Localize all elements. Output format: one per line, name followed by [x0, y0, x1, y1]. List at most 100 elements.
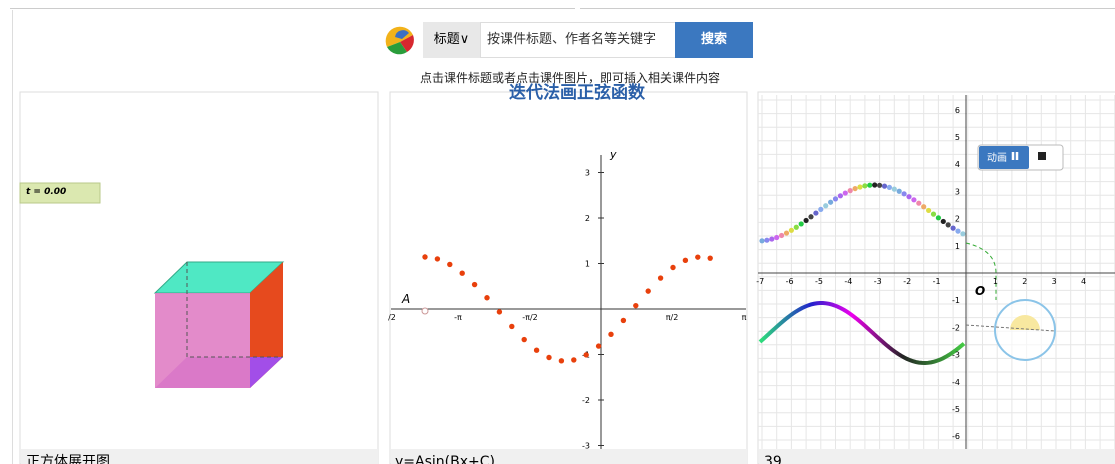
dot — [793, 224, 799, 230]
x-tick-label: 2 — [1022, 277, 1027, 286]
x-tick-label: -4 — [844, 277, 852, 286]
anim-label: 动画 — [987, 152, 1007, 164]
dot — [906, 194, 912, 200]
dot — [608, 331, 614, 338]
axes — [758, 95, 1115, 450]
stop-icon — [1038, 152, 1046, 160]
y-tick-label: 6 — [955, 106, 960, 115]
dot — [769, 236, 775, 242]
card-title[interactable]: 正方体展开图 — [26, 454, 110, 464]
search-button[interactable]: 搜索 — [675, 22, 753, 58]
dot — [620, 317, 627, 324]
card-title[interactable]: 39 — [764, 454, 782, 464]
dot — [872, 182, 878, 188]
anim-play[interactable] — [979, 146, 1029, 169]
dot — [828, 199, 834, 205]
dot — [832, 196, 839, 202]
dot — [950, 225, 956, 231]
dot — [509, 323, 515, 330]
card-footer — [391, 449, 747, 464]
dot — [916, 200, 922, 206]
dot — [779, 232, 785, 239]
thumb-heading: 迭代法画正弦函数 — [509, 82, 646, 103]
dot — [695, 254, 701, 260]
y-tick-label: -4 — [952, 378, 960, 387]
top-rule — [580, 8, 1115, 9]
pause-icon — [1011, 152, 1019, 160]
dot — [847, 188, 853, 194]
x-tick-label: -π/2 — [522, 313, 538, 322]
dot — [896, 188, 902, 194]
y-tick-label: 2 — [585, 214, 590, 223]
y-tick-label: 4 — [955, 160, 960, 169]
dot — [935, 215, 942, 221]
curve — [758, 301, 966, 365]
slider[interactable] — [19, 182, 101, 204]
dot — [447, 261, 453, 268]
dot — [837, 193, 844, 199]
dot — [945, 222, 951, 228]
dot — [901, 191, 907, 197]
y-tick-label: -6 — [952, 432, 960, 441]
logo — [385, 26, 414, 55]
dot — [852, 185, 858, 192]
y-tick-label: 2 — [955, 215, 960, 224]
dot — [759, 238, 765, 244]
dot — [862, 183, 868, 189]
angle — [1010, 315, 1040, 330]
slider-label: t = 0.00 — [26, 187, 66, 197]
top-rule — [10, 8, 575, 9]
dot — [921, 204, 927, 210]
y-tick-label: -2 — [582, 396, 590, 405]
dot — [877, 182, 883, 188]
dot — [857, 184, 863, 190]
guide — [965, 324, 1056, 332]
x-tick-label: -1 — [933, 277, 941, 286]
dot — [645, 288, 651, 294]
dot — [533, 347, 540, 353]
x-tick-label: π/2 — [666, 313, 679, 322]
dot — [633, 302, 639, 309]
y-tick-label: -1 — [952, 296, 960, 305]
dot — [583, 352, 589, 358]
scope-select[interactable]: 标题∨ — [423, 22, 480, 58]
y-tick-label: -5 — [952, 405, 960, 414]
dot — [546, 354, 552, 361]
dot — [657, 275, 664, 281]
y-tick-label: -2 — [952, 323, 960, 332]
dot — [926, 207, 932, 214]
dot — [774, 234, 780, 241]
dot — [803, 217, 809, 224]
hint: 点击课件标题或者点击课件图片，即可插入相关课件内容 — [419, 71, 720, 85]
x-tick-label: 3 — [1052, 277, 1057, 286]
card-title[interactable]: y=Asin(Bx+C) — [395, 454, 495, 464]
point — [421, 307, 429, 315]
dot — [521, 336, 527, 343]
dot — [891, 186, 897, 192]
x-tick-label: -2 — [903, 277, 911, 286]
y-tick-label: 5 — [955, 133, 960, 142]
x-tick-label: 4 — [1081, 277, 1086, 286]
dot — [783, 230, 790, 236]
point-label: A — [401, 292, 410, 306]
dot — [422, 254, 428, 260]
hidden-edge — [186, 262, 283, 358]
dot — [940, 218, 946, 225]
dot — [911, 197, 917, 203]
dot — [764, 237, 770, 243]
dot — [842, 190, 848, 196]
cube-face — [155, 293, 250, 388]
dot — [930, 211, 937, 217]
dot — [955, 228, 961, 234]
dot — [886, 184, 893, 191]
card-footer — [759, 449, 1115, 464]
card-footer — [21, 449, 378, 464]
x-tick-label: -π — [454, 313, 462, 322]
x-tick-label: 1 — [993, 277, 998, 286]
y-tick-label: -3 — [582, 442, 590, 451]
card[interactable] — [389, 91, 748, 464]
dot — [670, 264, 676, 271]
